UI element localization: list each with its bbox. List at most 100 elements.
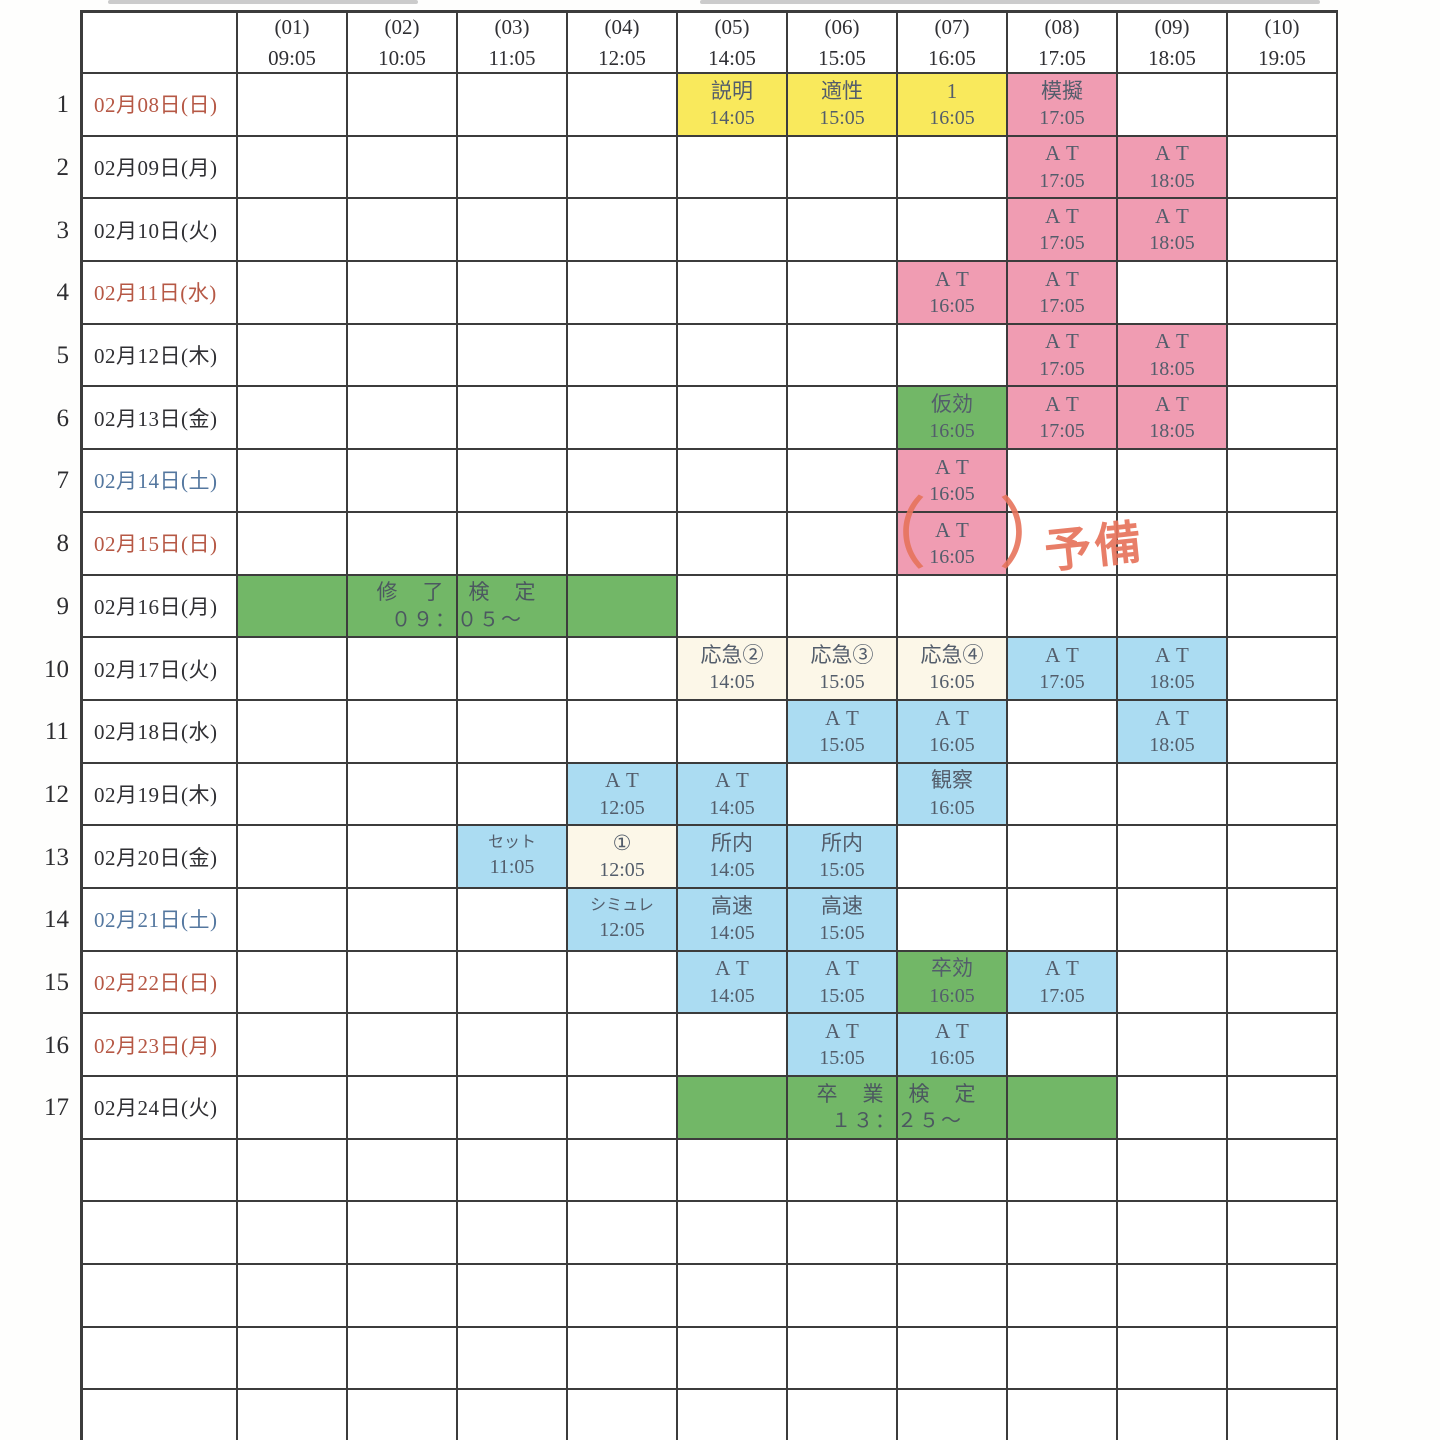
empty-cell [1228, 512, 1338, 576]
empty-cell [898, 324, 1008, 388]
empty-cell [568, 700, 678, 764]
lesson-cell: AT 18:05 [1118, 638, 1228, 701]
column-header: (01) 09:05 [238, 10, 348, 74]
empty-cell [788, 262, 898, 325]
lesson-cell: AT 17:05 [1008, 262, 1118, 325]
empty-cell [348, 387, 458, 451]
empty-cell [238, 826, 348, 889]
empty-cell [898, 199, 1008, 263]
empty-cell [678, 387, 788, 451]
empty-cell [1228, 575, 1338, 639]
lesson-label: 修 了 検 定 [376, 580, 538, 605]
empty-cell [568, 1390, 678, 1440]
lesson-time: 15:05 [819, 106, 865, 129]
empty-cell [678, 1327, 788, 1391]
lesson-cell: AT 17:05 [1008, 199, 1118, 263]
empty-cell [348, 1014, 458, 1077]
row-number: 1 [56, 91, 70, 119]
empty-cell [788, 324, 898, 388]
column-header: (04) 12:05 [568, 10, 678, 74]
lesson-time: 17:05 [1039, 671, 1085, 694]
lesson-time: 12:05 [599, 796, 645, 819]
empty-cell [458, 74, 568, 137]
lesson-time: 16:05 [929, 671, 975, 694]
lesson-time: 17:05 [1039, 357, 1085, 380]
empty-cell [1008, 450, 1118, 513]
date-cell: 02月15日(日) [80, 512, 238, 576]
lesson-cell: AT 16:05 [898, 1014, 1008, 1077]
column-number: (05) [714, 15, 750, 40]
empty-cell [238, 512, 348, 576]
lesson-cell: 仮効 16:05 [898, 387, 1008, 451]
lesson-cell: AT 14:05 [678, 763, 788, 827]
column-number: (01) [274, 15, 310, 40]
lesson-time: 17:05 [1039, 106, 1085, 129]
empty-cell [1118, 888, 1228, 952]
empty-cell [788, 1139, 898, 1203]
empty-cell [1228, 951, 1338, 1015]
lesson-label: セット [487, 834, 536, 852]
gutter-empty [0, 1202, 80, 1265]
empty-cell [898, 1327, 1008, 1391]
empty-cell [788, 199, 898, 263]
schedule-table: (01) 09:05 (02) 10:05 (03) 11:05 (04) 12:05 (05)… [0, 10, 1338, 1440]
lesson-label: AT [1045, 204, 1087, 229]
lesson-label: 所内 [711, 830, 753, 855]
empty-cell [348, 136, 458, 200]
lesson-time: 17:05 [1039, 420, 1085, 443]
empty-cell [458, 387, 568, 451]
empty-cell [458, 262, 568, 325]
lesson-time: 16:05 [929, 733, 975, 756]
lesson-cell: 高速 15:05 [788, 888, 898, 952]
column-time: 18:05 [1148, 45, 1196, 70]
empty-cell [238, 951, 348, 1015]
lesson-time: 16:05 [929, 1047, 975, 1070]
lesson-time: 16:05 [929, 796, 975, 819]
empty-cell [1008, 1390, 1118, 1440]
column-time: 09:05 [268, 45, 316, 70]
column-header: (02) 10:05 [348, 10, 458, 74]
lesson-label: 適性 [821, 78, 863, 103]
empty-cell [458, 512, 568, 576]
empty-cell [348, 1202, 458, 1266]
lesson-label: ① [612, 830, 632, 855]
empty-cell [348, 1077, 458, 1140]
lesson-label: AT [825, 1019, 867, 1043]
lesson-time: 14:05 [709, 106, 755, 129]
empty-cell [1008, 1139, 1118, 1203]
lesson-time: ０９：０５～ [391, 608, 523, 631]
lesson-time: 11:05 [489, 855, 535, 878]
corner-cell [80, 10, 238, 74]
date-cell: 02月10日(火) [80, 199, 238, 263]
empty-cell [678, 512, 788, 576]
lesson-time: 14:05 [709, 921, 755, 944]
empty-cell [238, 199, 348, 263]
empty-cell [568, 1014, 678, 1077]
column-number: (07) [934, 15, 970, 40]
empty-cell [238, 74, 348, 137]
column-number: (06) [824, 15, 860, 40]
lesson-label: 所内 [821, 830, 863, 855]
lesson-label: 卒 業 検 定 [816, 1081, 978, 1106]
empty-cell [1118, 1077, 1228, 1140]
lesson-cell: 応急④ 16:05 [898, 638, 1008, 701]
lesson-time: 12:05 [599, 859, 645, 882]
empty-cell [1228, 1390, 1338, 1440]
lesson-label: AT [1045, 642, 1087, 667]
lesson-time: 15:05 [819, 984, 865, 1007]
lesson-time: 17:05 [1039, 295, 1085, 318]
lesson-label: AT [715, 956, 757, 981]
empty-cell [1228, 826, 1338, 889]
column-header: (06) 15:05 [788, 10, 898, 74]
empty-cell [1228, 638, 1338, 701]
row-number: 9 [56, 592, 70, 620]
date-cell: 02月24日(火) [80, 1077, 238, 1140]
empty-cell [348, 324, 458, 388]
gutter-empty [0, 1328, 80, 1391]
empty-cell [788, 763, 898, 827]
gutter-empty [0, 1265, 80, 1328]
empty-cell [1228, 1014, 1338, 1077]
lesson-cell: AT 18:05 [1118, 136, 1228, 200]
gutter-empty [0, 1390, 80, 1440]
empty-cell [568, 450, 678, 513]
